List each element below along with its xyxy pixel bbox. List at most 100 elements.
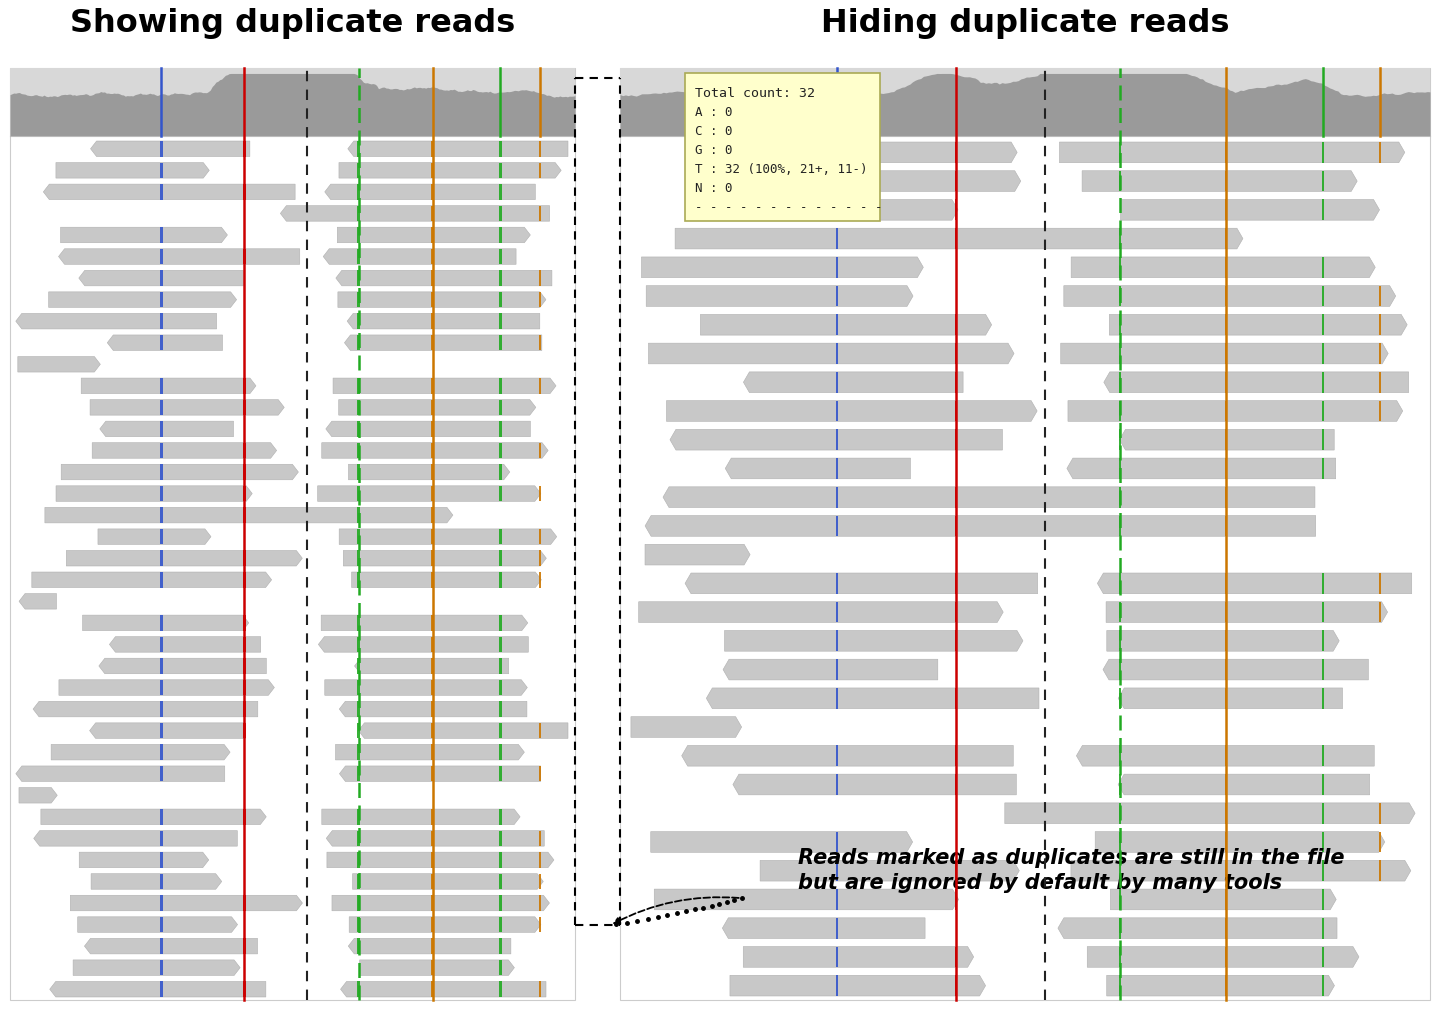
- Polygon shape: [98, 529, 212, 544]
- Polygon shape: [333, 378, 556, 394]
- Polygon shape: [338, 292, 546, 308]
- Bar: [432, 982, 433, 997]
- Bar: [1322, 975, 1325, 996]
- Polygon shape: [19, 594, 56, 609]
- Bar: [621, 68, 1430, 136]
- Polygon shape: [340, 982, 546, 997]
- Bar: [357, 636, 360, 653]
- Polygon shape: [338, 162, 562, 178]
- Bar: [835, 171, 838, 192]
- Bar: [500, 206, 501, 221]
- Bar: [500, 292, 501, 308]
- Polygon shape: [82, 615, 249, 630]
- Bar: [539, 378, 541, 394]
- Bar: [357, 895, 360, 910]
- Bar: [357, 550, 360, 566]
- Bar: [835, 831, 838, 853]
- Bar: [835, 889, 838, 909]
- Bar: [1119, 516, 1120, 536]
- Bar: [357, 486, 360, 501]
- Polygon shape: [347, 314, 540, 329]
- Bar: [955, 688, 958, 708]
- Polygon shape: [73, 960, 240, 975]
- Bar: [539, 982, 541, 997]
- Polygon shape: [344, 335, 541, 350]
- Bar: [835, 315, 838, 335]
- Bar: [432, 206, 433, 221]
- Bar: [1322, 142, 1325, 162]
- Bar: [1322, 371, 1325, 393]
- Bar: [500, 162, 501, 178]
- Bar: [160, 680, 163, 695]
- Bar: [500, 464, 501, 480]
- Bar: [500, 895, 501, 910]
- Bar: [160, 938, 163, 954]
- Bar: [539, 486, 541, 501]
- Bar: [539, 853, 541, 868]
- Bar: [1119, 429, 1120, 450]
- Bar: [955, 975, 958, 996]
- Bar: [1119, 142, 1120, 162]
- Bar: [539, 830, 541, 847]
- Polygon shape: [1107, 975, 1335, 996]
- Bar: [10, 68, 575, 136]
- Polygon shape: [700, 315, 992, 335]
- Bar: [357, 227, 360, 243]
- Bar: [955, 371, 958, 393]
- Bar: [160, 421, 163, 436]
- Bar: [357, 314, 360, 329]
- Bar: [1119, 975, 1120, 996]
- Bar: [955, 200, 958, 220]
- Polygon shape: [321, 809, 520, 824]
- Bar: [243, 658, 246, 674]
- Bar: [432, 895, 433, 910]
- Bar: [1322, 401, 1325, 421]
- Bar: [1224, 516, 1227, 536]
- Polygon shape: [1081, 171, 1358, 192]
- Bar: [357, 658, 360, 674]
- Polygon shape: [354, 658, 508, 674]
- Bar: [432, 874, 433, 889]
- Bar: [500, 615, 501, 630]
- Bar: [432, 464, 433, 480]
- Polygon shape: [348, 141, 567, 156]
- Polygon shape: [1071, 861, 1411, 881]
- Bar: [955, 487, 958, 508]
- Bar: [357, 400, 360, 415]
- Polygon shape: [733, 774, 1017, 795]
- Bar: [357, 162, 360, 178]
- Polygon shape: [89, 723, 245, 738]
- Bar: [500, 335, 501, 350]
- Bar: [1119, 774, 1120, 795]
- Bar: [1224, 602, 1227, 622]
- Polygon shape: [327, 853, 554, 868]
- Bar: [160, 853, 163, 868]
- Bar: [432, 701, 433, 717]
- Bar: [539, 292, 541, 308]
- Polygon shape: [648, 343, 1014, 363]
- Text: T : 32 (100%, 21+, 11-): T : 32 (100%, 21+, 11-): [694, 163, 867, 176]
- Bar: [539, 529, 541, 544]
- Polygon shape: [1060, 142, 1405, 162]
- Bar: [1119, 745, 1120, 766]
- Polygon shape: [318, 636, 528, 653]
- Bar: [500, 572, 501, 588]
- Bar: [1224, 573, 1227, 594]
- Polygon shape: [645, 516, 1316, 536]
- Bar: [160, 766, 163, 782]
- Bar: [1224, 630, 1227, 652]
- Text: C : 0: C : 0: [694, 125, 733, 138]
- Polygon shape: [1119, 429, 1335, 450]
- Bar: [243, 486, 246, 501]
- Polygon shape: [707, 688, 1040, 708]
- Bar: [1119, 171, 1120, 192]
- Bar: [1378, 371, 1381, 393]
- Bar: [955, 630, 958, 652]
- Bar: [835, 371, 838, 393]
- Bar: [500, 723, 501, 738]
- Polygon shape: [696, 142, 1017, 162]
- Bar: [539, 874, 541, 889]
- Bar: [432, 184, 433, 200]
- Bar: [539, 335, 541, 350]
- Polygon shape: [351, 572, 541, 588]
